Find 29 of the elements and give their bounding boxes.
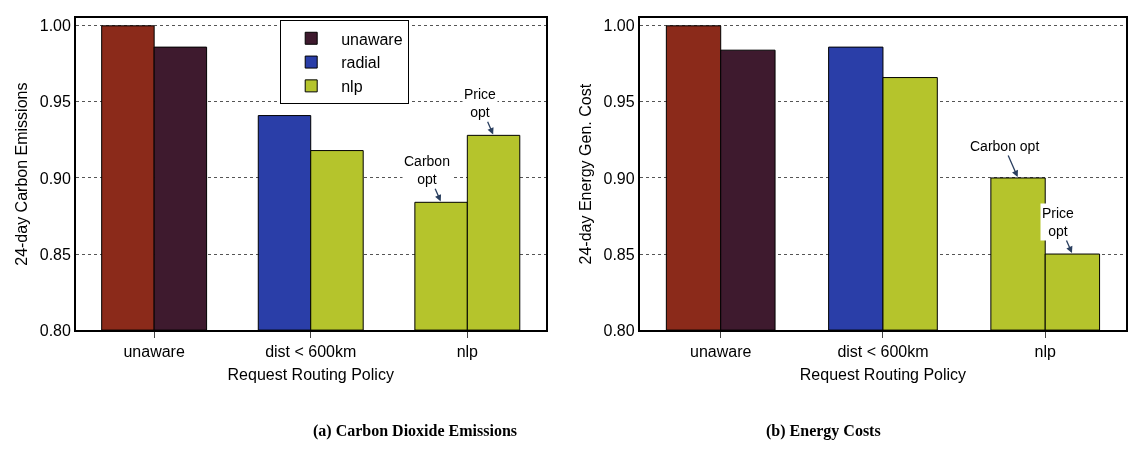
x-axis-title: Request Routing Policy bbox=[227, 366, 394, 384]
x-tick-label: dist < 600km bbox=[265, 343, 357, 361]
y-tick-label: 0.80 bbox=[603, 321, 635, 339]
y-tick-label: 0.85 bbox=[39, 245, 71, 263]
x-tick-label: nlp bbox=[456, 343, 479, 361]
y-axis-title: 24-day Carbon Emissions bbox=[13, 82, 31, 266]
y-tick-label: 0.95 bbox=[39, 93, 71, 111]
text: (a) Carbon Dioxide Emissions bbox=[313, 422, 518, 440]
x-axis-title: Request Routing Policy bbox=[799, 366, 967, 384]
y-tick-label: 0.90 bbox=[603, 169, 635, 187]
x-tick-label: unaware bbox=[690, 343, 752, 361]
y-axis-title: 24-day Energy Gen. Cost bbox=[576, 83, 594, 265]
x-tick-label: nlp bbox=[1034, 343, 1056, 361]
y-tick-label: 1.00 bbox=[603, 17, 635, 35]
legend-label: radial bbox=[341, 54, 381, 72]
legend-label: nlp bbox=[341, 78, 363, 96]
x-tick-label: dist < 600km bbox=[837, 343, 929, 361]
y-tick-label: 0.85 bbox=[603, 245, 635, 263]
y-tick-label: 0.95 bbox=[603, 93, 635, 111]
annotation: Price opt bbox=[1042, 205, 1075, 240]
y-tick-label: 0.90 bbox=[39, 169, 71, 187]
x-tick-label: unaware bbox=[123, 343, 185, 361]
annotation: Price opt bbox=[464, 86, 497, 121]
annotation: Carbon opt bbox=[970, 138, 1040, 154]
y-tick-label: 1.00 bbox=[39, 17, 71, 35]
text: (b) Energy Costs bbox=[766, 422, 881, 440]
y-tick-label: 0.80 bbox=[39, 321, 71, 339]
legend-label: unaware bbox=[341, 30, 403, 48]
annotation: Carbon opt bbox=[404, 153, 450, 188]
